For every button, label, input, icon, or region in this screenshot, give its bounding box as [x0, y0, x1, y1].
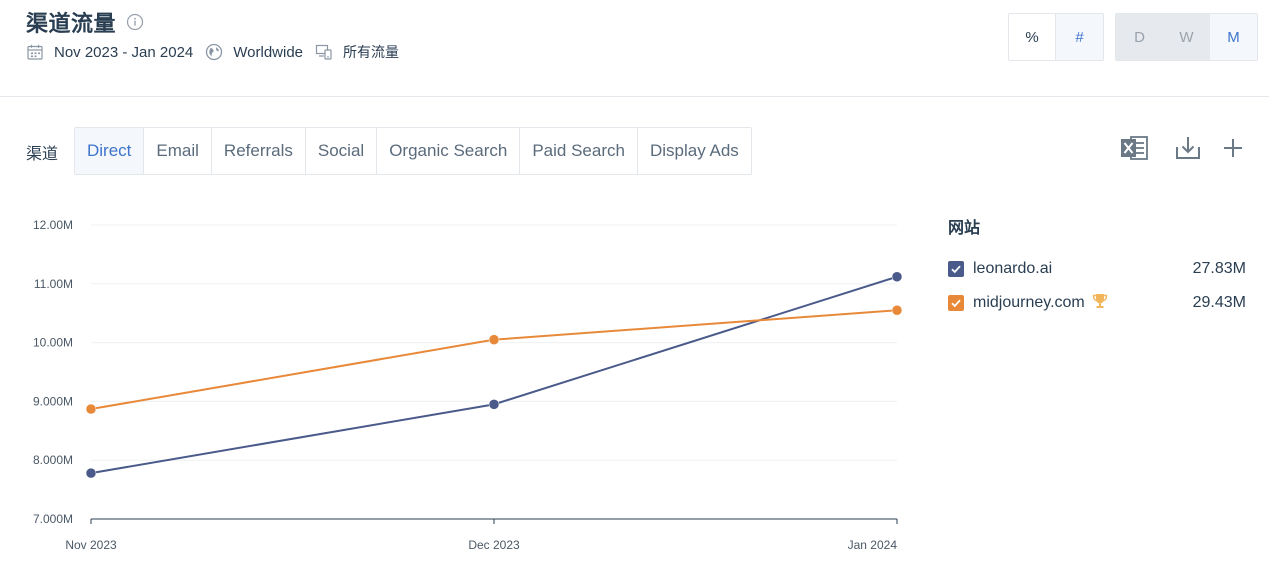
tab-email[interactable]: Email [144, 128, 212, 174]
legend: 网站 leonardo.ai 27.83M midjourney.com 29.… [948, 214, 1248, 320]
legend-checkbox[interactable] [948, 295, 964, 311]
download-icon[interactable] [1175, 134, 1201, 162]
data-point [488, 334, 500, 345]
tab-display-ads[interactable]: Display Ads [649, 141, 739, 160]
y-tick-label: 11.00M [34, 277, 73, 291]
granularity-toggle: D W M [1115, 13, 1258, 61]
devices-icon [315, 43, 333, 61]
region[interactable]: Worldwide [233, 43, 304, 61]
data-point [891, 271, 903, 282]
tab-social[interactable]: Social [306, 128, 378, 174]
data-point [85, 403, 97, 415]
granularity-month-button[interactable]: M [1210, 14, 1257, 60]
x-tick-label: Nov 2023 [65, 538, 117, 552]
header-title-row: 渠道流量 [26, 6, 144, 38]
data-point [891, 305, 903, 316]
channel-label: 渠道 [26, 144, 59, 163]
unit-number-button[interactable]: # [1056, 14, 1103, 60]
traffic-line-chart: 7.000M 8.000M 9.000M 10.00M 11.00M 12.00M Nov … [33, 218, 903, 552]
series-line [90, 309, 898, 411]
tab-paid-search[interactable]: Paid Search [520, 128, 638, 174]
date-range[interactable]: Nov 2023 - Jan 2024 [54, 43, 194, 61]
page-title: 渠道流量 [26, 12, 117, 37]
y-tick-label: 7.000M [33, 512, 73, 526]
x-tick-label: Dec 2023 [468, 538, 520, 552]
channel-tabs: Direct Email Referrals Social Organic Se… [74, 127, 752, 175]
unit-toggle: % # [1008, 13, 1104, 61]
calendar-icon [26, 43, 44, 61]
y-tick-label: 10.00M [33, 336, 73, 350]
traffic-type[interactable]: 所有流量 [343, 45, 400, 61]
data-point [488, 399, 500, 410]
tab-direct[interactable]: Direct [75, 128, 145, 174]
unit-percent-button[interactable]: % [1009, 14, 1056, 60]
legend-site-total: 29.43M [1192, 294, 1246, 311]
y-tick-label: 12.00M [33, 218, 73, 232]
granularity-day-button[interactable]: D [1134, 28, 1145, 46]
tab-organic-search[interactable]: Organic Search [377, 128, 521, 174]
legend-site-name[interactable]: leonardo.ai [973, 260, 1053, 277]
legend-item-leonardo[interactable]: leonardo.ai 27.83M [948, 252, 1248, 286]
trophy-icon [1091, 293, 1109, 314]
info-icon[interactable] [126, 13, 144, 31]
data-point [85, 467, 97, 479]
y-tick-label: 8.000M [33, 453, 73, 467]
legend-site-name[interactable]: midjourney.com [973, 294, 1085, 311]
x-tick-label: Jan 2024 [848, 538, 898, 552]
legend-title: 网站 [948, 218, 981, 237]
tab-referrals[interactable]: Referrals [212, 128, 306, 174]
series-line [90, 275, 898, 475]
legend-item-midjourney[interactable]: midjourney.com 29.43M [948, 286, 1248, 320]
globe-icon [205, 43, 223, 61]
legend-site-total: 27.83M [1192, 260, 1246, 277]
y-tick-label: 9.000M [33, 394, 73, 408]
header-meta: Nov 2023 - Jan 2024 Worldwide 所有流量 [26, 42, 411, 62]
plus-icon[interactable] [1222, 134, 1244, 162]
granularity-week-button[interactable]: W [1179, 28, 1194, 46]
legend-checkbox[interactable] [948, 261, 964, 277]
excel-export-icon[interactable] [1120, 134, 1150, 162]
header-divider [0, 96, 1269, 97]
